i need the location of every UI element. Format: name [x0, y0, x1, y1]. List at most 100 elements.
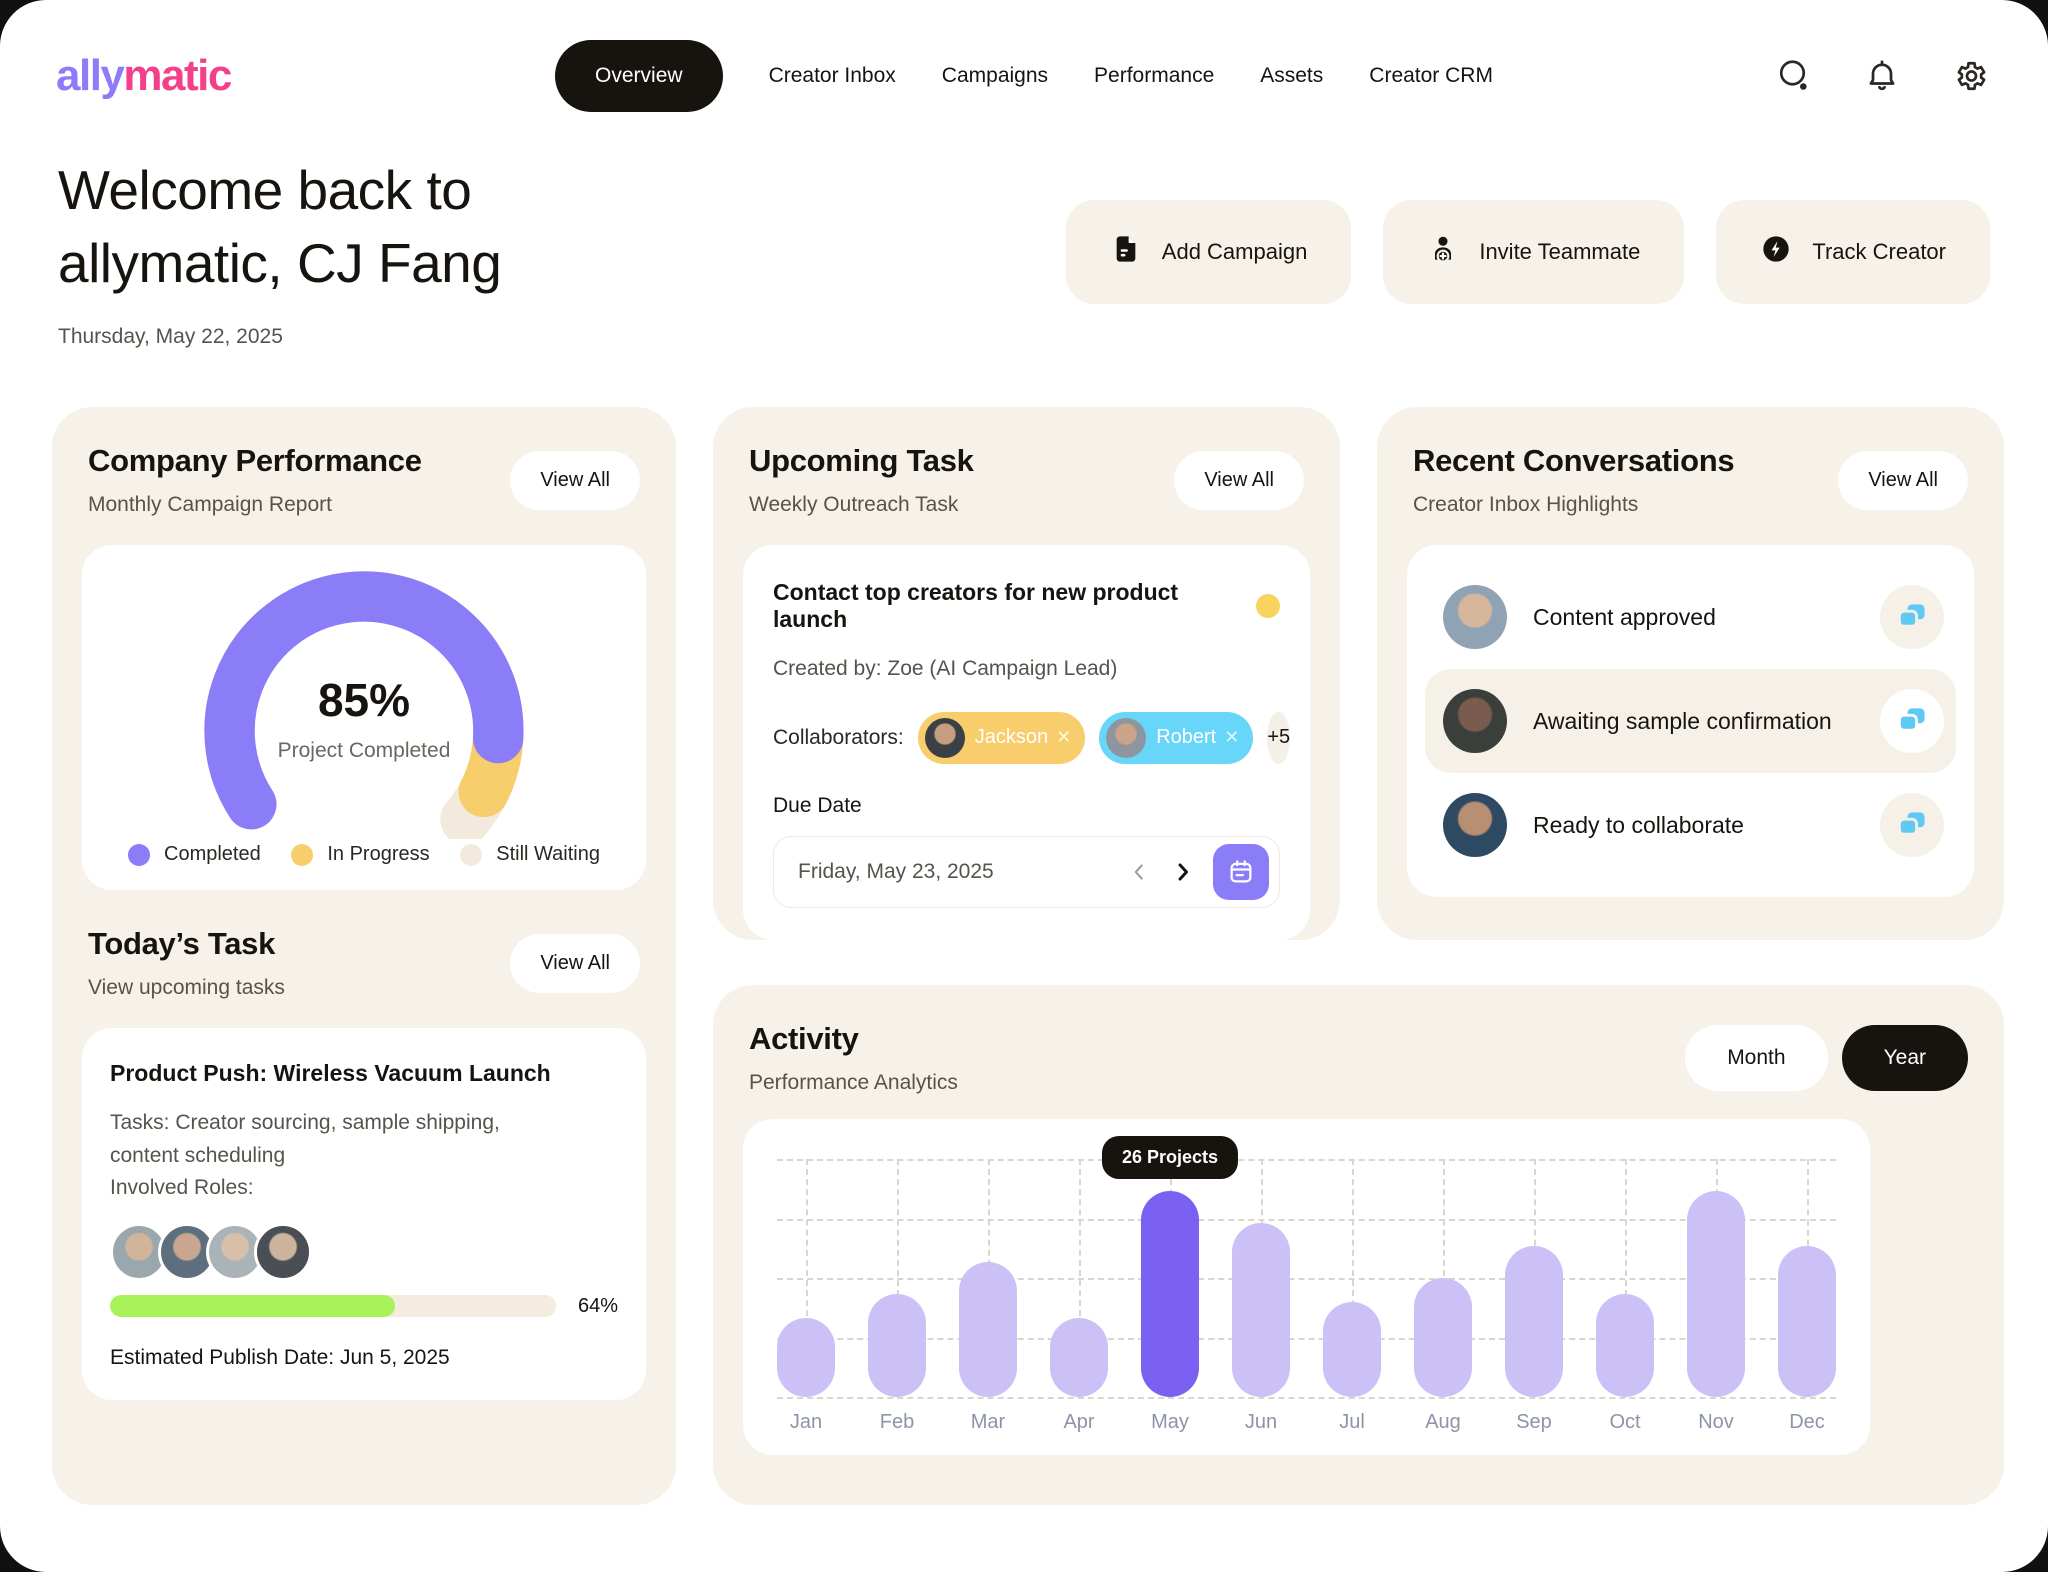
activity-title: Activity — [749, 1021, 859, 1057]
toggle-month-button[interactable]: Month — [1685, 1025, 1828, 1092]
conversation-label: Content approved — [1533, 603, 1716, 630]
chat-bubbles-icon[interactable] — [1880, 793, 1944, 858]
calendar-icon[interactable] — [1213, 843, 1269, 900]
welcome-line-2: allymatic, CJ Fang — [58, 231, 502, 294]
recent-conversations-view-all-button[interactable]: View All — [1838, 450, 1968, 510]
conversation-label: Ready to collaborate — [1533, 811, 1744, 838]
logo-part-matic: matic — [123, 51, 232, 100]
bar-jun[interactable] — [1232, 1222, 1290, 1398]
upcoming-task-panel: Contact top creators for new product lau… — [743, 545, 1310, 940]
more-collaborators-badge[interactable]: +5 — [1267, 711, 1291, 764]
conversation-row-ready-to-collaborate[interactable]: Ready to collaborate — [1425, 773, 1956, 877]
upcoming-task-name: Contact top creators for new product lau… — [773, 579, 1179, 633]
add-campaign-button[interactable]: Add Campaign — [1065, 199, 1352, 304]
remove-icon[interactable]: ✕ — [1056, 727, 1072, 748]
conversation-row-awaiting-sample[interactable]: Awaiting sample confirmation — [1425, 669, 1956, 774]
due-date-input[interactable]: Friday, May 23, 2025 — [773, 835, 1280, 908]
search-icon[interactable] — [1772, 54, 1816, 98]
welcome-line-1: Welcome back to — [58, 159, 472, 221]
x-axis-label: Aug — [1425, 1411, 1461, 1434]
page-title: Welcome back to allymatic, CJ Fang — [58, 154, 502, 299]
gauge-panel: 85% Project Completed Completed In Progr… — [82, 545, 646, 891]
chat-bubbles-icon[interactable] — [1880, 689, 1944, 754]
x-axis-label: Mar — [970, 1411, 1006, 1434]
chevron-right-icon[interactable] — [1161, 850, 1205, 894]
person-add-icon — [1427, 233, 1459, 271]
legend-dot-still-waiting — [460, 843, 483, 866]
chart-column — [868, 1159, 926, 1398]
todays-task-panel[interactable]: Product Push: Wireless Vacuum Launch Tas… — [82, 1028, 646, 1400]
upcoming-task-view-all-button[interactable]: View All — [1174, 450, 1304, 510]
gear-icon[interactable] — [1948, 54, 1992, 98]
recent-conversations-header: Recent Conversations Creator Inbox Highl… — [1407, 443, 1974, 517]
bar-aug[interactable] — [1414, 1278, 1472, 1398]
conversation-row-content-approved[interactable]: Content approved — [1425, 565, 1956, 669]
recent-conversations-title: Recent Conversations — [1413, 443, 1735, 479]
bars-container: 26 Projects — [777, 1135, 1836, 1398]
tab-campaigns[interactable]: Campaigns — [941, 64, 1049, 87]
bar-mar[interactable] — [959, 1262, 1017, 1398]
avatar — [1443, 793, 1507, 858]
legend-item-in-progress: In Progress — [291, 843, 430, 866]
primary-nav: Overview Creator Inbox Campaigns Perform… — [555, 40, 1493, 112]
invite-teammate-label: Invite Teammate — [1479, 238, 1641, 264]
legend-item-still-waiting: Still Waiting — [460, 843, 600, 866]
current-date: Thursday, May 22, 2025 — [58, 325, 283, 349]
conversation-label: Awaiting sample confirmation — [1533, 707, 1832, 734]
tab-creator-inbox[interactable]: Creator Inbox — [768, 64, 896, 87]
tab-overview[interactable]: Overview — [555, 40, 723, 112]
publish-date: Estimated Publish Date: Jun 5, 2025 — [110, 1345, 450, 1369]
bar-may[interactable] — [1141, 1190, 1199, 1398]
conversations-panel: Content approved Awaiting sample confirm… — [1407, 545, 1974, 898]
gauge-center: 85% Project Completed — [82, 673, 646, 763]
bar-chart: 26 Projects — [777, 1135, 1836, 1400]
tab-creator-crm[interactable]: Creator CRM — [1369, 64, 1493, 87]
x-axis-label: Apr — [1063, 1411, 1095, 1434]
grid-hline — [777, 1278, 1836, 1281]
tab-assets[interactable]: Assets — [1260, 64, 1324, 87]
todays-task-view-all-button[interactable]: View All — [510, 933, 640, 993]
chevron-left-icon[interactable] — [1117, 850, 1161, 894]
x-axis-label: May — [1151, 1411, 1189, 1434]
chat-bubbles-icon[interactable] — [1880, 585, 1944, 650]
remove-icon[interactable]: ✕ — [1224, 727, 1240, 748]
bar-apr[interactable] — [1050, 1317, 1108, 1398]
legend-item-completed: Completed — [128, 843, 261, 866]
bar-oct[interactable] — [1596, 1294, 1654, 1398]
company-performance-view-all-button[interactable]: View All — [510, 450, 640, 510]
bar-feb[interactable] — [868, 1294, 926, 1398]
bar-dec[interactable] — [1778, 1246, 1836, 1398]
bell-icon[interactable] — [1860, 54, 1904, 98]
bar-jul[interactable] — [1323, 1302, 1381, 1398]
gauge-percent: 85% — [317, 674, 411, 727]
chart-column — [1596, 1159, 1654, 1398]
todays-task-subtitle: View upcoming tasks — [88, 976, 285, 1000]
invite-teammate-button[interactable]: Invite Teammate — [1383, 199, 1685, 304]
tab-performance[interactable]: Performance — [1094, 64, 1215, 87]
collaborator-name: Jackson — [974, 726, 1049, 749]
avatar — [1106, 717, 1147, 758]
collaborator-chip-jackson[interactable]: Jackson ✕ — [917, 711, 1086, 764]
chart-column — [1232, 1159, 1290, 1398]
collaborator-chip-robert[interactable]: Robert ✕ — [1099, 711, 1254, 764]
activity-header: Activity Performance Analytics Month Yea… — [743, 1021, 1974, 1095]
chart-column — [1687, 1159, 1745, 1398]
todays-task-header: Today’s Task View upcoming tasks View Al… — [82, 926, 646, 1000]
activity-subtitle: Performance Analytics — [749, 1071, 958, 1095]
task-line-2: content scheduling — [110, 1143, 286, 1167]
bar-jan[interactable] — [777, 1317, 835, 1398]
chart-column — [1505, 1159, 1563, 1398]
company-performance-title: Company Performance — [88, 443, 422, 479]
bar-nov[interactable] — [1687, 1190, 1745, 1398]
bar-sep[interactable] — [1505, 1246, 1563, 1398]
track-creator-button[interactable]: Track Creator — [1716, 199, 1990, 304]
recent-conversations-subtitle: Creator Inbox Highlights — [1413, 493, 1639, 517]
nav-icons — [1592, 54, 1992, 98]
legend-dot-in-progress — [291, 843, 314, 866]
chart-column: 26 Projects — [1101, 1135, 1239, 1398]
activity-card: Activity Performance Analytics Month Yea… — [713, 985, 2004, 1506]
chart-column — [1050, 1159, 1108, 1398]
avatar — [1443, 585, 1507, 650]
toggle-year-button[interactable]: Year — [1841, 1025, 1968, 1092]
